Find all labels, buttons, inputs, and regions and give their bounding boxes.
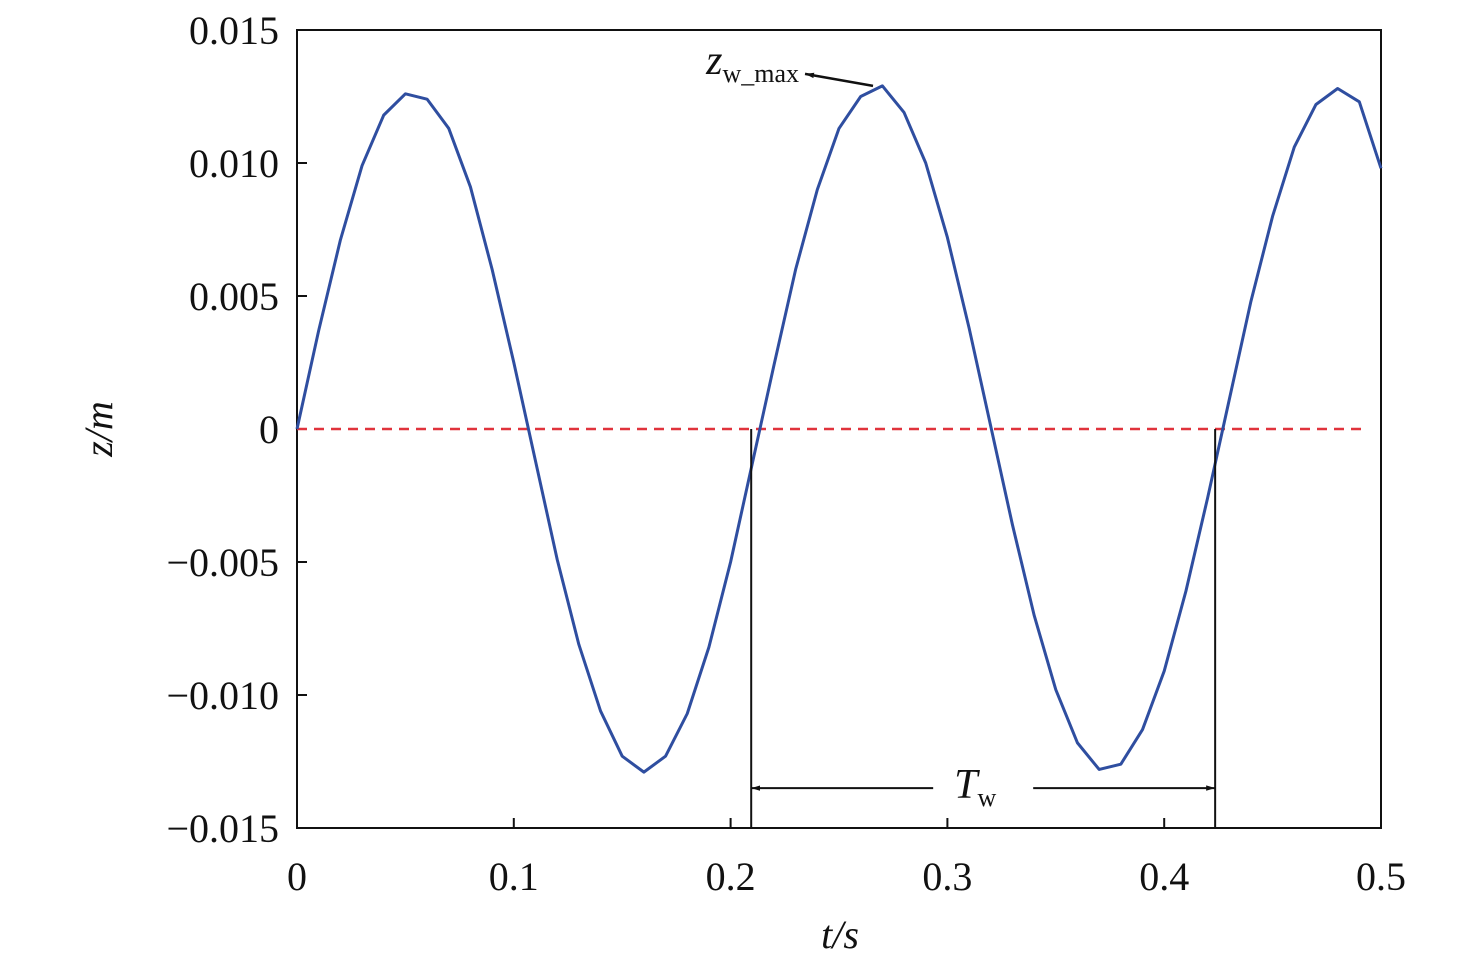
y-tick-label: −0.015	[166, 806, 279, 851]
y-axis-label: z/m	[76, 401, 121, 458]
y-tick-label: −0.010	[166, 673, 279, 718]
x-axis-label: t/s	[821, 912, 859, 957]
annotation-text: T	[954, 762, 980, 808]
y-tick-label: 0.015	[189, 8, 279, 53]
y-tick-label: 0	[259, 407, 279, 452]
annotation-text: z	[705, 38, 722, 84]
x-tick-label: 0.3	[922, 854, 972, 899]
annotation-subscript: w	[977, 783, 996, 812]
x-tick-label: 0.1	[489, 854, 539, 899]
x-tick-label: 0.2	[706, 854, 756, 899]
y-tick-label: 0.005	[189, 274, 279, 319]
x-tick-label: 0.5	[1356, 854, 1406, 899]
y-tick-label: 0.010	[189, 141, 279, 186]
y-tick-label: −0.005	[166, 540, 279, 585]
x-tick-label: 0.4	[1139, 854, 1189, 899]
annotation-subscript: w_max	[722, 59, 799, 88]
x-tick-label: 0	[287, 854, 307, 899]
annotation-arrow	[804, 72, 874, 88]
annotation-label: Tw	[954, 762, 996, 812]
data-line	[295, 84, 1383, 774]
annotation-label: zw_max	[705, 38, 799, 88]
